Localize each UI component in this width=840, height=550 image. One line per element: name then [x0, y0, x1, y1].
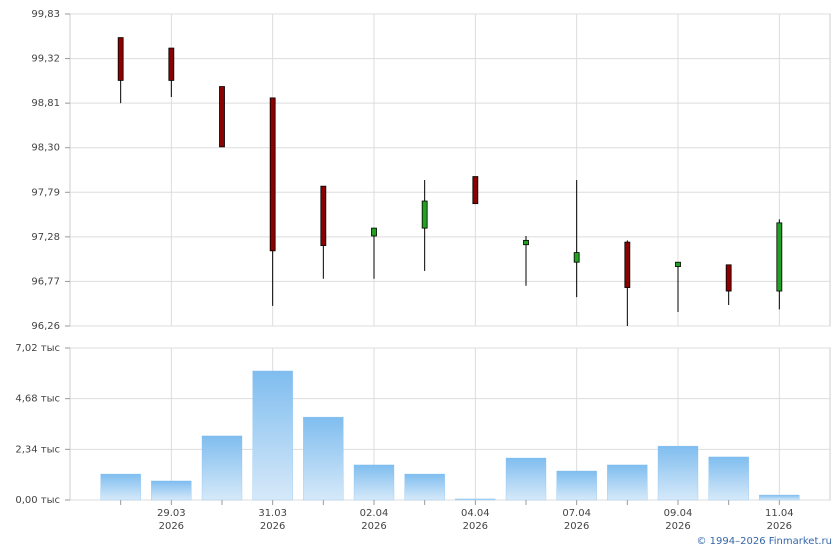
y-tick-label: 99,32 — [31, 54, 60, 65]
y-tick-label: 96,77 — [31, 276, 60, 287]
candle-body — [472, 176, 479, 205]
volume-bar — [151, 480, 192, 501]
x-tick-label: 31.03 2026 — [258, 508, 287, 532]
candle-body — [725, 264, 732, 292]
candle-body — [776, 222, 783, 292]
candle-body — [421, 200, 428, 229]
volume-bar — [201, 435, 243, 501]
volume-bar — [455, 498, 496, 501]
volume-bar — [404, 473, 445, 501]
plot-frame — [69, 13, 831, 327]
volume-bar — [556, 470, 597, 501]
volume-bar — [100, 473, 141, 501]
candle-body — [320, 185, 327, 246]
candle-body — [117, 37, 124, 81]
x-tick-label: 04.04 2026 — [461, 508, 490, 532]
volume-bar — [657, 445, 699, 501]
y-tick-label: 98,81 — [31, 98, 60, 109]
y-tick-label: 0,00 тыс — [15, 495, 60, 506]
x-tick-label: 11.04 2026 — [765, 508, 794, 532]
y-tick-label: 2,34 тыс — [15, 444, 60, 455]
y-tick-label: 97,79 — [31, 187, 60, 198]
volume-bar — [505, 457, 547, 501]
y-tick-label: 7,02 тыс — [15, 343, 60, 354]
volume-bar — [303, 416, 344, 501]
candle-body — [573, 252, 580, 263]
volume-bar — [708, 456, 749, 501]
y-tick-label: 96,26 — [31, 321, 60, 332]
candle-body — [523, 239, 529, 246]
volume-bar — [607, 464, 648, 501]
volume-bar — [252, 370, 293, 501]
y-tick-label: 98,30 — [31, 143, 60, 154]
candle-body — [219, 86, 225, 148]
x-tick-label: 29.03 2026 — [157, 508, 186, 532]
candle-body — [675, 261, 681, 267]
x-tick-label: 07.04 2026 — [562, 508, 591, 532]
candle-body — [168, 47, 175, 81]
candle-body — [371, 227, 377, 237]
candle-body — [269, 97, 276, 252]
footer: © 1994–2026 Finmarket.ru — [696, 536, 832, 547]
x-tick-label: 09.04 2026 — [663, 508, 693, 532]
candle-body — [624, 241, 631, 288]
y-tick-label: 97,28 — [31, 232, 60, 243]
y-tick-label: 4,68 тыс — [15, 394, 60, 405]
volume-bar — [759, 494, 800, 501]
volume-bar — [353, 464, 395, 501]
x-tick-label: 02.04 2026 — [359, 508, 389, 532]
y-tick-label: 99,83 — [31, 9, 60, 20]
